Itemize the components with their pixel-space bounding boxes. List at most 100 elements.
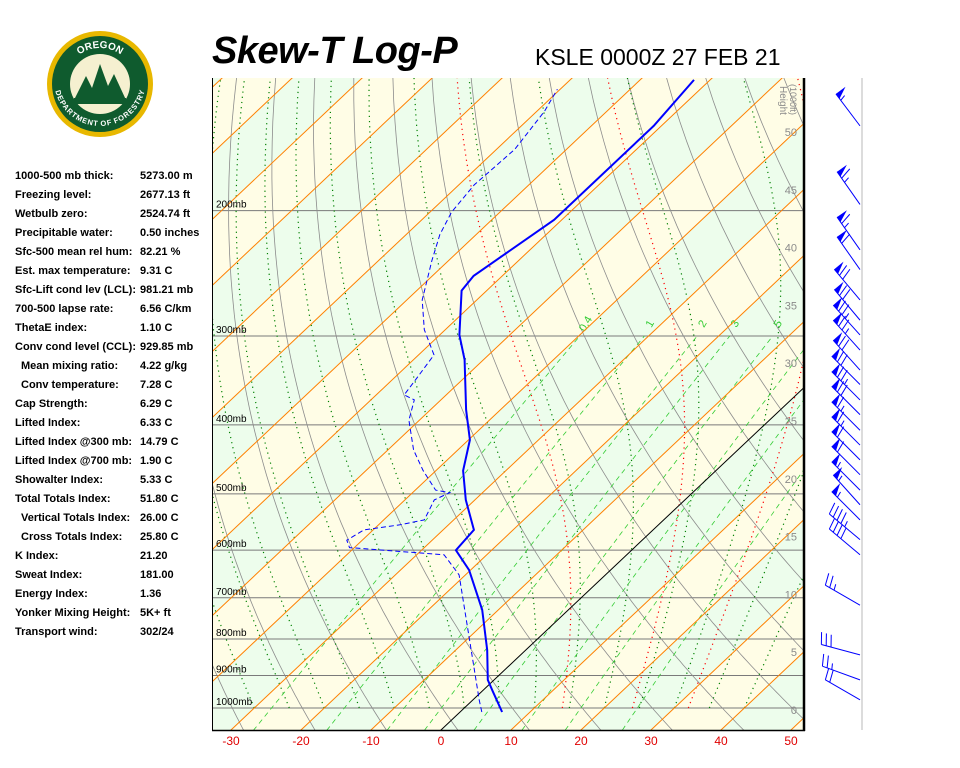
stat-value: 6.56 C/km bbox=[140, 303, 192, 315]
pressure-label: 400mb bbox=[216, 414, 247, 425]
dry-adiabat-line bbox=[666, 78, 804, 369]
wind-barbs bbox=[820, 78, 863, 730]
barb-feather bbox=[840, 527, 847, 539]
barb-feather bbox=[836, 426, 845, 438]
wind-barb bbox=[831, 347, 861, 385]
wind-barb bbox=[831, 377, 861, 416]
moist-adiabat-line bbox=[468, 78, 581, 709]
barb-staff bbox=[833, 269, 861, 301]
wind-barb bbox=[836, 164, 861, 205]
stat-value: 1.36 bbox=[140, 588, 162, 600]
barb-half-feather bbox=[836, 491, 841, 498]
barb-flag bbox=[835, 86, 846, 99]
wind-barb bbox=[832, 297, 861, 336]
barb-feather bbox=[840, 369, 848, 382]
dry-adiabat-line bbox=[587, 78, 804, 513]
dry-adiabat-line bbox=[915, 26, 960, 738]
barb-staff bbox=[831, 371, 861, 401]
stat-label: K Index: bbox=[15, 550, 59, 562]
height-tick-label: 15 bbox=[785, 532, 797, 544]
temperature-tick-label: 50 bbox=[784, 734, 798, 748]
barb-flag bbox=[837, 210, 847, 222]
stat-label: Lifted Index @700 mb: bbox=[15, 455, 133, 467]
stat-value: 7.28 C bbox=[140, 379, 173, 391]
height-tick-label: 5 bbox=[791, 647, 797, 659]
wind-barb bbox=[835, 86, 861, 127]
stat-value: 26.00 C bbox=[140, 512, 179, 524]
barb-feather bbox=[836, 381, 845, 393]
stat-value: 9.31 C bbox=[140, 265, 173, 277]
barb-staff bbox=[831, 416, 861, 446]
wind-barb bbox=[824, 667, 861, 701]
dry-adiabat-line bbox=[228, 78, 387, 730]
barb-flag bbox=[831, 347, 841, 361]
barb-half-feather bbox=[844, 313, 850, 319]
barb-feather bbox=[838, 315, 846, 327]
barb-feather bbox=[836, 441, 845, 453]
barb-staff bbox=[831, 386, 861, 416]
stat-label: Lifted Index: bbox=[15, 417, 81, 429]
barb-flag bbox=[831, 423, 841, 436]
isotherm-band bbox=[213, 78, 804, 681]
barb-flag bbox=[831, 393, 841, 407]
height-axis-title: Height bbox=[777, 86, 788, 115]
wind-barb bbox=[831, 483, 861, 521]
barb-staff bbox=[831, 491, 861, 521]
moist-adiabat-line bbox=[673, 78, 782, 709]
isotherm-line bbox=[0, 26, 137, 737]
barb-flag bbox=[831, 483, 841, 496]
pressure-label: 200mb bbox=[216, 200, 247, 211]
isotherm-band bbox=[0, 26, 207, 738]
isotherm-line bbox=[213, 78, 573, 418]
stat-value: 6.29 C bbox=[140, 398, 173, 410]
barb-half-feather bbox=[840, 405, 845, 412]
barb-half-feather bbox=[836, 461, 841, 468]
temperature-tick-label: 0 bbox=[438, 734, 445, 748]
barb-half-feather bbox=[844, 521, 848, 528]
barb-feather bbox=[836, 411, 845, 423]
mixing-ratio-label: 8 bbox=[813, 318, 826, 329]
dry-adiabat-line bbox=[509, 78, 804, 652]
stat-label: Energy Index: bbox=[15, 588, 88, 600]
height-tick-label: 10 bbox=[785, 589, 797, 601]
stat-label: Total Totals Index: bbox=[15, 493, 111, 505]
wind-barb bbox=[833, 261, 861, 301]
barb-feather bbox=[839, 285, 848, 296]
isotherm-line bbox=[213, 78, 713, 550]
dewpoint-profile-line bbox=[346, 88, 558, 713]
barb-staff bbox=[836, 171, 861, 205]
pressure-label: 600mb bbox=[216, 539, 247, 550]
isotherm-band bbox=[213, 78, 223, 87]
stat-label: 1000-500 mb thick: bbox=[15, 170, 114, 182]
barb-feather bbox=[841, 233, 851, 244]
stat-label: Sfc-500 mean rel hum: bbox=[15, 246, 133, 258]
dry-adiabat-line bbox=[470, 78, 804, 720]
barb-flag bbox=[837, 164, 847, 177]
barb-feather bbox=[841, 168, 851, 179]
stat-value: 981.21 mb bbox=[140, 284, 194, 296]
pressure-label: 1000mb bbox=[216, 697, 253, 708]
dry-adiabat-line bbox=[803, 26, 960, 738]
height-tick-label: 30 bbox=[785, 358, 797, 370]
barb-flag bbox=[837, 229, 847, 242]
stat-label: Yonker Mixing Height: bbox=[15, 607, 131, 619]
barb-feather bbox=[836, 524, 843, 536]
isotherm-line bbox=[650, 584, 804, 730]
stat-label: Mean mixing ratio: bbox=[21, 360, 119, 372]
red-dotted-line bbox=[456, 78, 572, 709]
barb-staff bbox=[832, 304, 861, 336]
stat-label: Sweat Index: bbox=[15, 569, 83, 581]
stat-label: 700-500 lapse rate: bbox=[15, 303, 114, 315]
height-axis-unit: (1000ft) bbox=[788, 84, 798, 115]
wind-barb bbox=[831, 363, 861, 401]
stat-value: 5.33 C bbox=[140, 474, 173, 486]
wind-barb bbox=[828, 502, 861, 541]
barb-half-feather bbox=[844, 177, 849, 183]
stat-label: Lifted Index @300 mb: bbox=[15, 436, 133, 448]
stat-label: Transport wind: bbox=[15, 626, 98, 638]
barb-feather bbox=[832, 520, 840, 533]
wind-barb bbox=[831, 408, 861, 446]
barb-feather bbox=[839, 265, 848, 276]
barb-staff bbox=[833, 289, 861, 321]
